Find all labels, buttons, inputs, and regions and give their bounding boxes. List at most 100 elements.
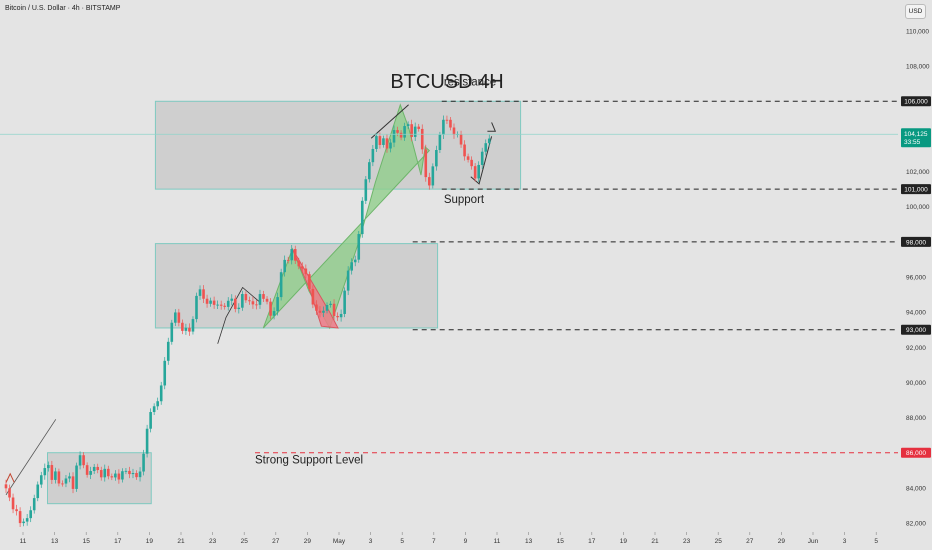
level-tag-label: 106,000 xyxy=(904,99,928,106)
candle-body xyxy=(392,130,396,143)
projection-line xyxy=(470,136,493,185)
y-tick-label: 94,000 xyxy=(906,310,926,317)
candle-body xyxy=(269,301,272,316)
candle-body xyxy=(346,270,350,291)
candle-body xyxy=(399,132,403,138)
x-tick-label: 19 xyxy=(146,538,154,545)
symbol-header: Bitcoin / U.S. Dollar · 4h · BITSTAMP xyxy=(5,5,121,12)
candle-body xyxy=(25,518,29,522)
candle-body xyxy=(424,149,428,178)
candle-body xyxy=(279,272,283,298)
candle-body xyxy=(103,468,107,478)
candle-body xyxy=(435,149,438,167)
y-tick-label: 90,000 xyxy=(906,380,926,387)
candle-body xyxy=(283,259,286,273)
annotation-label: Support xyxy=(444,194,485,206)
candle-body xyxy=(4,484,8,489)
candle-body xyxy=(442,119,445,135)
candle-body xyxy=(75,465,78,489)
candle-body xyxy=(36,484,40,499)
candle-body xyxy=(417,126,421,129)
candle-body xyxy=(43,468,47,476)
level-tag xyxy=(901,96,931,107)
candle-body xyxy=(466,156,470,160)
x-tick-label: 25 xyxy=(715,538,723,545)
candle-body xyxy=(470,159,473,167)
candle-body xyxy=(413,126,417,137)
x-tick-label: 13 xyxy=(51,538,59,545)
start-arrowhead xyxy=(5,472,15,483)
candle-body xyxy=(244,294,248,301)
candle-body xyxy=(117,473,121,480)
annotations-layer: resistance Support Strong Support Level xyxy=(255,76,496,466)
candle-body xyxy=(212,300,216,305)
candle-body xyxy=(318,310,322,313)
candle-body xyxy=(332,303,336,316)
candle-body xyxy=(286,259,290,261)
candle-body xyxy=(159,385,163,402)
candle-body xyxy=(57,471,61,484)
y-tick-label: 110,000 xyxy=(906,29,929,36)
candle-body xyxy=(226,300,230,307)
candle-body xyxy=(329,303,332,306)
price-axis[interactable] xyxy=(898,0,932,532)
candle-body xyxy=(368,162,371,180)
x-tick-label: 27 xyxy=(746,538,754,545)
zone-box xyxy=(154,100,522,190)
currency-button[interactable]: USD xyxy=(905,4,926,19)
level-tags: 106,000 101,000 98,000 93,000 86,000 104,1253… xyxy=(901,96,931,458)
candle-body xyxy=(22,521,25,524)
candle-body xyxy=(237,307,241,310)
candle-body xyxy=(184,327,188,331)
candle-body xyxy=(336,315,339,318)
candle-body xyxy=(487,138,491,144)
x-tick-label: 23 xyxy=(683,538,691,545)
candle-body xyxy=(304,268,308,275)
candle-body xyxy=(106,468,110,477)
candle-body xyxy=(128,470,131,475)
x-tick-label: 11 xyxy=(494,538,501,545)
level-tag-label: 86,000 xyxy=(906,450,926,457)
candle-body xyxy=(191,319,195,332)
level-tag xyxy=(901,184,931,195)
candle-body xyxy=(202,289,205,299)
projection-arrowhead xyxy=(487,122,497,132)
candle-body xyxy=(15,509,18,512)
candle-body xyxy=(322,310,325,313)
annotation-label: Strong Support Level xyxy=(255,454,363,466)
x-tick-label: 17 xyxy=(588,538,596,545)
candle-body xyxy=(47,465,50,469)
candle-body xyxy=(78,455,82,466)
x-tick-label: Jun xyxy=(808,538,819,545)
candle-body xyxy=(195,295,198,320)
candle-body xyxy=(406,124,410,127)
candle-body xyxy=(262,294,265,299)
candle-body xyxy=(290,249,294,261)
y-tick-label: 84,000 xyxy=(906,485,926,492)
candle-body xyxy=(459,134,463,145)
candle-body xyxy=(420,128,424,150)
candle-body xyxy=(484,143,488,152)
candle-body xyxy=(353,259,357,263)
candle-body xyxy=(205,298,209,304)
candle-body xyxy=(301,266,304,269)
level-tag xyxy=(901,447,931,458)
candle-body xyxy=(315,304,318,311)
levels-layer xyxy=(0,100,898,454)
candle-body xyxy=(181,322,184,331)
candle-body xyxy=(360,200,364,235)
candle-body xyxy=(54,471,57,480)
candle-body xyxy=(396,130,399,133)
candle-body xyxy=(385,138,389,149)
x-tick-label: 27 xyxy=(272,538,280,545)
candle-body xyxy=(375,136,378,149)
y-tick-label: 96,000 xyxy=(906,275,926,282)
x-tick-label: 21 xyxy=(177,538,185,545)
candle-body xyxy=(209,300,212,304)
x-tick-label: 7 xyxy=(432,538,436,545)
time-axis[interactable] xyxy=(0,532,932,550)
x-tick-label: 29 xyxy=(778,538,786,545)
level-tag xyxy=(901,324,931,335)
x-tick-label: 29 xyxy=(304,538,312,545)
